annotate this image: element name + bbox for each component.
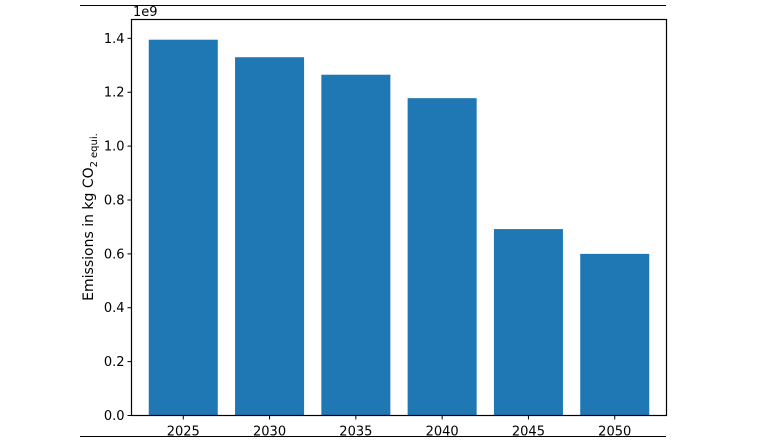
axis-multiplier: 1e9 <box>133 5 158 20</box>
y-axis-label-sub-equi: equi <box>89 136 100 158</box>
y-tick-label-0.2: 0.2 <box>104 355 125 370</box>
x-tick-label-2025: 2025 <box>167 425 200 440</box>
bar-2045 <box>493 229 563 416</box>
y-axis-label-sub-2: 2 <box>89 161 100 167</box>
x-tick-label-2045: 2045 <box>512 425 545 440</box>
x-tick-label-2050: 2050 <box>598 425 631 440</box>
bar-2035 <box>321 74 391 416</box>
x-ticks-group: 2025 2030 2035 2040 2045 2050 <box>167 415 631 440</box>
y-tick-label-1.2: 1.2 <box>104 86 125 101</box>
x-tick-label-2030: 2030 <box>253 425 286 440</box>
bar-2050 <box>580 253 650 416</box>
y-tick-label-0.6: 0.6 <box>104 247 125 262</box>
y-tick-label-0.0: 0.0 <box>104 409 125 424</box>
y-axis-label-main: Emissions in kg CO <box>81 167 97 301</box>
y-tick-label-0.8: 0.8 <box>104 193 125 208</box>
x-tick-label-2035: 2035 <box>339 425 372 440</box>
y-ticks-group: 0.0 0.2 0.4 0.6 0.8 1.0 1.2 1.4 <box>104 32 132 424</box>
x-tick-label-2040: 2040 <box>426 425 459 440</box>
bars-group <box>148 39 650 416</box>
y-tick-label-1.4: 1.4 <box>104 32 125 47</box>
y-tick-label-1.0: 1.0 <box>104 140 125 155</box>
y-axis-label: Emissions in kg CO2 equi. <box>81 133 100 301</box>
bar-2030 <box>235 57 305 416</box>
y-tick-label-0.4: 0.4 <box>104 301 125 316</box>
bar-2040 <box>407 98 477 416</box>
y-axis-label-suffix: . <box>89 133 100 136</box>
plot-frame <box>130 18 668 417</box>
bar-2025 <box>148 39 218 416</box>
